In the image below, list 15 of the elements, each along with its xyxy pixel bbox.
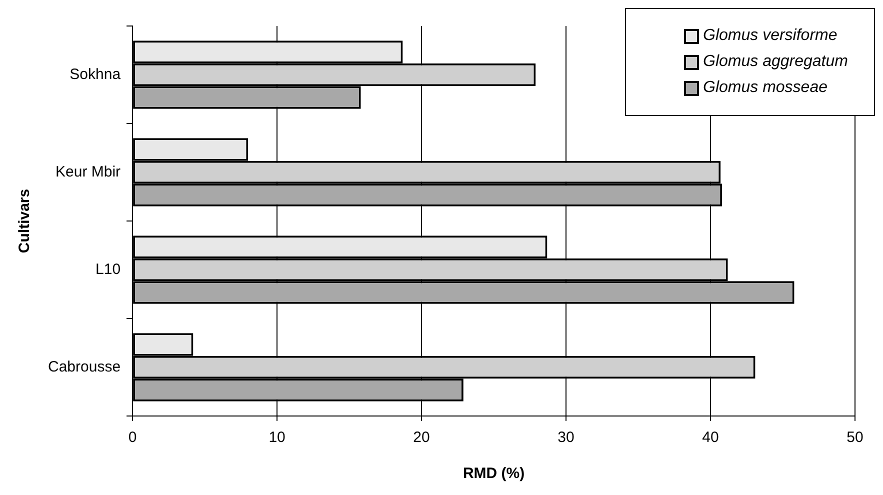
x-tick-label: 30	[558, 429, 574, 446]
legend-label: Glomus mosseae	[703, 79, 828, 97]
legend-label: Glomus aggregatum	[703, 53, 848, 71]
x-tick-label: 40	[702, 429, 719, 446]
y-axis-title: Cultivars	[16, 188, 34, 254]
x-tick-label: 20	[413, 429, 430, 446]
y-tick-label: Sokhna	[70, 66, 122, 83]
y-tick-label: Cabrousse	[48, 358, 121, 376]
y-tick-label: L10	[96, 260, 121, 278]
x-tick-label: 0	[128, 429, 137, 446]
x-tick-label: 50	[846, 429, 864, 446]
x-axis-title: RMD (%)	[462, 465, 525, 482]
x-tick-label: 10	[268, 429, 286, 446]
legend-label: Glomus versiforme	[703, 27, 838, 45]
y-tick-label: Keur Mbir	[56, 163, 121, 180]
